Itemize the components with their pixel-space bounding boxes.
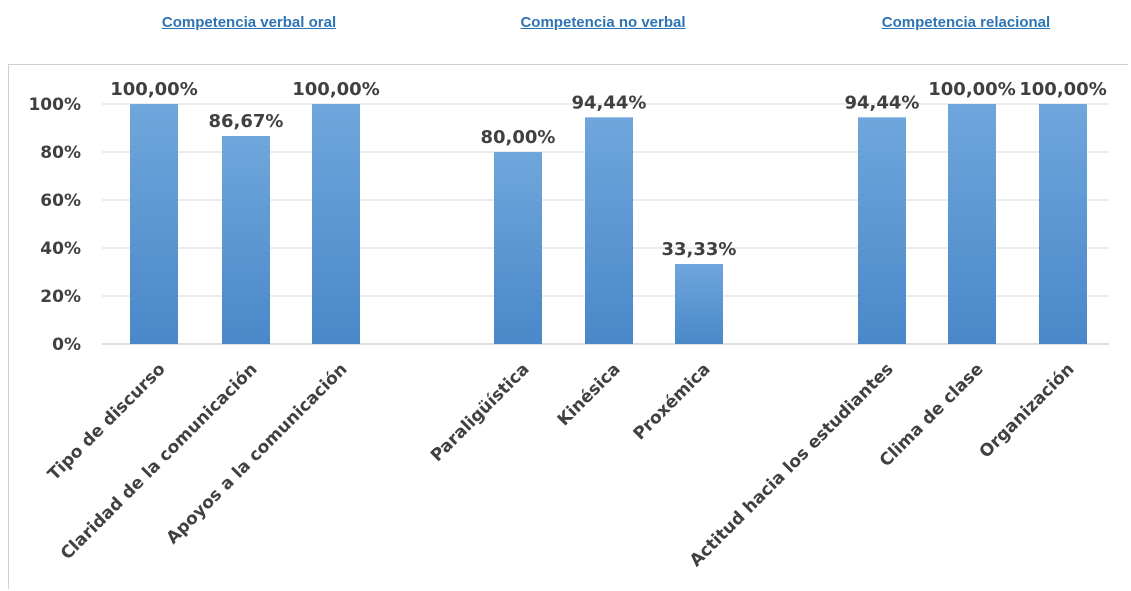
data-label: 100,00% <box>110 79 198 100</box>
y-tick-label: 0% <box>52 335 81 355</box>
y-tick-label: 40% <box>40 239 81 259</box>
bar <box>1039 104 1087 344</box>
y-tick-label: 80% <box>40 143 81 163</box>
bar <box>948 104 996 344</box>
bar <box>494 152 542 344</box>
data-label: 94,44% <box>572 92 647 113</box>
group-title-verbal-oral: Competencia verbal oral <box>161 14 337 31</box>
data-label: 100,00% <box>928 79 1016 100</box>
category-label: Apoyos a la comunicación <box>163 359 352 548</box>
data-label: 100,00% <box>292 79 380 100</box>
category-label: Proxémica <box>630 359 715 444</box>
y-tick-label: 20% <box>40 287 81 307</box>
category-label: Kinésica <box>554 359 625 430</box>
category-label: Paraligüística <box>427 359 534 466</box>
y-tick-label: 60% <box>40 191 81 211</box>
bar <box>130 104 178 344</box>
data-label: 86,67% <box>209 111 284 132</box>
bar <box>585 117 633 345</box>
category-label: Organización <box>976 359 1079 462</box>
bar <box>222 135 270 344</box>
bar <box>675 264 723 344</box>
bar <box>312 104 360 344</box>
data-label: 94,44% <box>845 92 920 113</box>
chart-frame: 0% 20% 40% 60% 80% 100% 100,00% Tipo de discurs… <box>8 64 1128 589</box>
bar-chart: 0%20%40%60%80%100%100,00%Tipo de discurs… <box>28 79 1109 571</box>
data-label: 80,00% <box>481 127 556 148</box>
group-title-no-verbal: Competencia no verbal <box>520 14 686 31</box>
bar <box>858 117 906 345</box>
group-title-relacional: Competencia relacional <box>881 14 1051 31</box>
y-tick-label: 100% <box>28 95 81 115</box>
category-label: Actitud hacia los estudiantes <box>686 359 898 571</box>
data-label: 33,33% <box>662 239 737 260</box>
category-label: Claridad de la comunicación <box>57 359 262 564</box>
data-label: 100,00% <box>1019 79 1107 100</box>
